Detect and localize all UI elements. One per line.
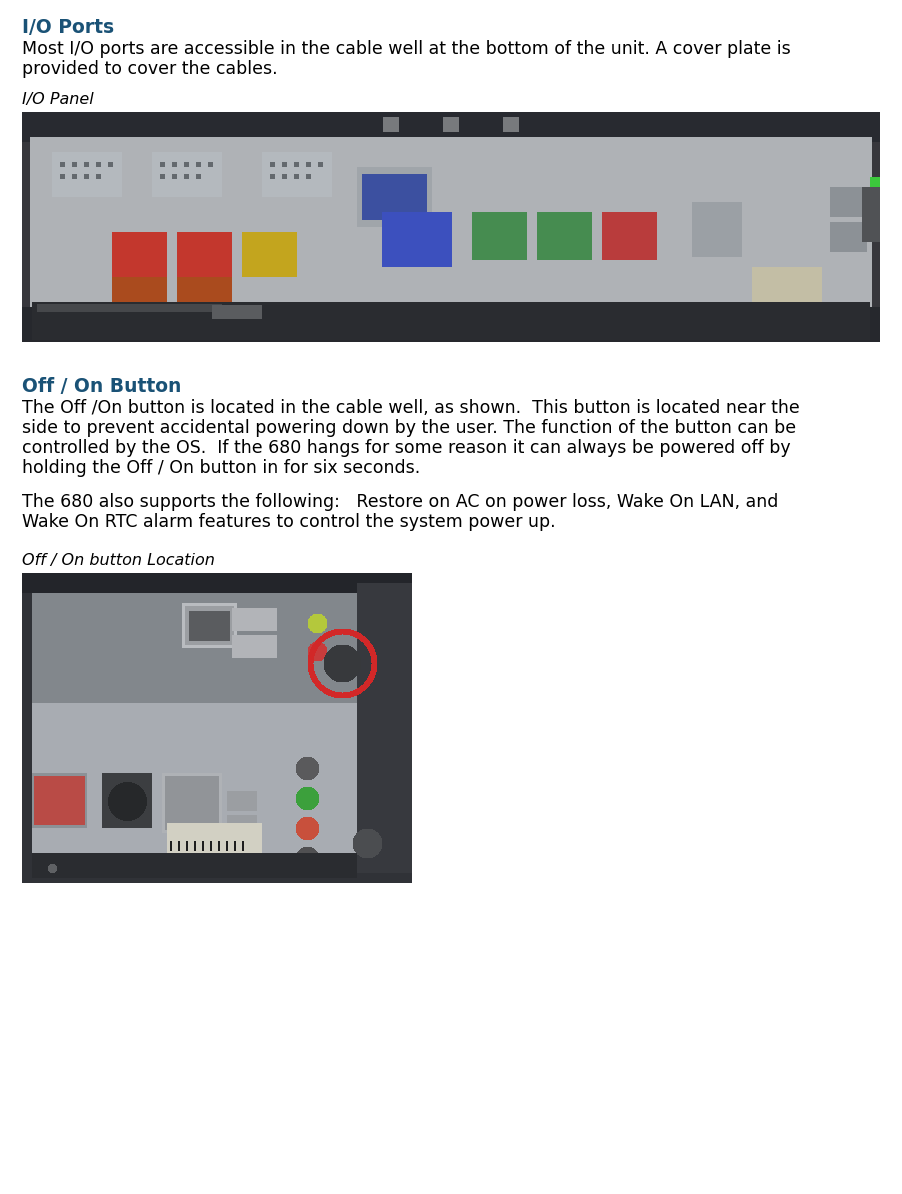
Text: side to prevent accidental powering down by the user. The function of the button: side to prevent accidental powering down… xyxy=(22,419,796,437)
Text: I/O Ports: I/O Ports xyxy=(22,18,115,37)
Text: holding the Off / On button in for six seconds.: holding the Off / On button in for six s… xyxy=(22,458,420,476)
Text: The Off /On button is located in the cable well, as shown.  This button is locat: The Off /On button is located in the cab… xyxy=(22,399,800,417)
Text: Wake On RTC alarm features to control the system power up.: Wake On RTC alarm features to control th… xyxy=(22,513,556,531)
Text: Off / On button Location: Off / On button Location xyxy=(22,553,215,568)
Text: The 680 also supports the following:   Restore on AC on power loss, Wake On LAN,: The 680 also supports the following: Res… xyxy=(22,493,778,511)
Text: Off / On Button: Off / On Button xyxy=(22,377,181,396)
Text: provided to cover the cables.: provided to cover the cables. xyxy=(22,60,278,78)
Text: controlled by the OS.  If the 680 hangs for some reason it can always be powered: controlled by the OS. If the 680 hangs f… xyxy=(22,439,791,457)
Text: I/O Panel: I/O Panel xyxy=(22,92,94,107)
Text: Most I/O ports are accessible in the cable well at the bottom of the unit. A cov: Most I/O ports are accessible in the cab… xyxy=(22,41,791,59)
